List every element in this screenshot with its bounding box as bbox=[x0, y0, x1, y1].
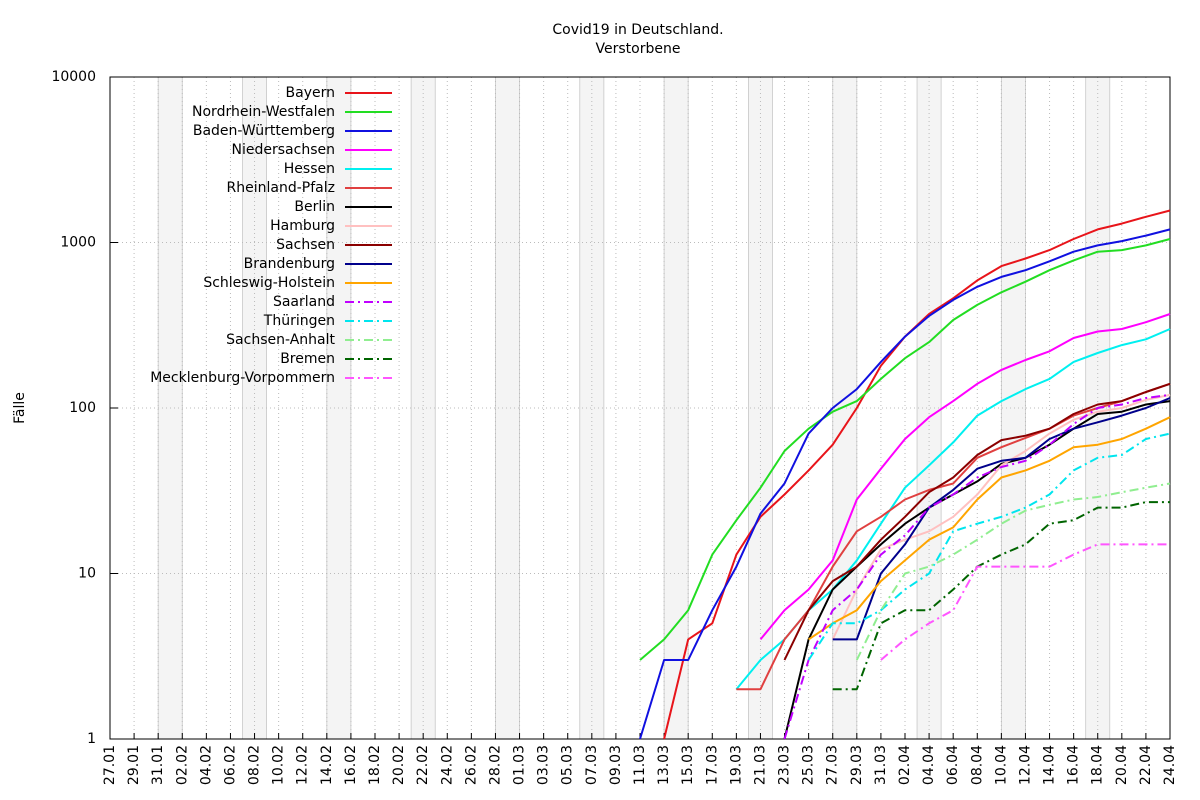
x-tick-label: 10.02 bbox=[271, 745, 287, 785]
x-tick-label: 03.03 bbox=[536, 745, 552, 785]
chart-title: Covid19 in Deutschland. bbox=[552, 22, 723, 38]
x-tick-label: 04.04 bbox=[921, 745, 937, 785]
x-tick-label: 08.02 bbox=[247, 745, 263, 785]
x-tick-label: 04.02 bbox=[198, 745, 214, 785]
series-line bbox=[639, 238, 1171, 661]
x-tick-label: 22.04 bbox=[1138, 745, 1154, 785]
x-tick-label: 13.03 bbox=[656, 745, 672, 785]
weekend-band bbox=[1000, 76, 1026, 740]
weekend-band bbox=[495, 76, 520, 740]
legend-label: Sachsen-Anhalt bbox=[226, 332, 335, 348]
x-tick-label: 17.03 bbox=[704, 745, 720, 785]
x-tick-label: 12.04 bbox=[1017, 745, 1033, 785]
x-tick-label: 29.01 bbox=[126, 745, 142, 785]
x-tick-label: 09.03 bbox=[608, 745, 624, 785]
weekend-band bbox=[579, 76, 605, 740]
y-tick-label: 10 bbox=[78, 566, 96, 582]
y-axis-label: Fälle bbox=[12, 392, 28, 424]
series-line bbox=[831, 393, 1171, 640]
series-line bbox=[783, 400, 1171, 740]
legend-label: Schleswig-Holstein bbox=[203, 275, 335, 291]
x-tick-label: 20.02 bbox=[391, 745, 407, 785]
series-line bbox=[807, 432, 1171, 661]
x-tick-label: 16.02 bbox=[343, 745, 359, 785]
x-tick-label: 31.03 bbox=[873, 745, 889, 785]
x-tick-label: 14.02 bbox=[319, 745, 335, 785]
y-tick-label: 100 bbox=[69, 400, 96, 416]
x-tick-label: 02.04 bbox=[897, 745, 913, 785]
legend-label: Hamburg bbox=[270, 218, 335, 234]
x-tick-label: 28.02 bbox=[487, 745, 503, 785]
legend-label: Bayern bbox=[286, 85, 335, 101]
weekend-band bbox=[748, 76, 773, 740]
legend-label: Mecklenburg-Vorpommern bbox=[150, 370, 335, 386]
legend-label: Saarland bbox=[273, 294, 335, 310]
legend-label: Nordrhein-Westfalen bbox=[192, 104, 335, 120]
x-tick-label: 16.04 bbox=[1066, 745, 1082, 785]
x-tick-label: 27.03 bbox=[825, 745, 841, 785]
series-line bbox=[783, 382, 1171, 661]
x-tick-label: 29.03 bbox=[849, 745, 865, 785]
series-line bbox=[783, 393, 1171, 740]
x-tick-label: 23.03 bbox=[777, 745, 793, 785]
legend-label: Rheinland-Pfalz bbox=[227, 180, 335, 196]
x-tick-label: 06.04 bbox=[945, 745, 961, 785]
x-tick-label: 18.04 bbox=[1090, 745, 1106, 785]
x-tick-label: 24.04 bbox=[1162, 745, 1178, 785]
x-tick-label: 21.03 bbox=[752, 745, 768, 785]
x-tick-label: 18.02 bbox=[367, 745, 383, 785]
series-line bbox=[808, 416, 1171, 641]
legend-label: Hessen bbox=[284, 161, 335, 177]
legend-label: Berlin bbox=[294, 199, 335, 215]
y-tick-label: 10000 bbox=[51, 69, 96, 85]
x-tick-label: 08.04 bbox=[969, 745, 985, 785]
legend-label: Niedersachsen bbox=[232, 142, 335, 158]
x-tick-label: 07.03 bbox=[584, 745, 600, 785]
x-tick-label: 05.03 bbox=[560, 745, 576, 785]
legend-label: Baden-Württemberg bbox=[193, 123, 335, 139]
weekend-band bbox=[410, 76, 436, 740]
x-tick-label: 20.04 bbox=[1114, 745, 1130, 785]
legend-label: Brandenburg bbox=[244, 256, 335, 272]
series-line bbox=[832, 501, 1170, 691]
x-tick-label: 12.02 bbox=[295, 745, 311, 785]
x-tick-label: 22.02 bbox=[415, 745, 431, 785]
weekend-band bbox=[916, 76, 942, 740]
y-tick-label: 1 bbox=[87, 731, 96, 747]
x-tick-label: 10.04 bbox=[993, 745, 1009, 785]
x-tick-label: 24.02 bbox=[439, 745, 455, 785]
legend-label: Sachsen bbox=[276, 237, 335, 253]
series-line bbox=[832, 397, 1171, 641]
y-tick-label: 1000 bbox=[60, 235, 96, 251]
x-tick-label: 02.02 bbox=[174, 745, 190, 785]
x-tick-label: 11.03 bbox=[632, 745, 648, 785]
x-tick-label: 06.02 bbox=[222, 745, 238, 785]
x-tick-label: 27.01 bbox=[102, 745, 118, 785]
series-line bbox=[855, 482, 1171, 661]
x-tick-label: 14.04 bbox=[1042, 745, 1058, 785]
legend-label: Thüringen bbox=[263, 313, 335, 329]
x-tick-label: 26.02 bbox=[463, 745, 479, 785]
x-tick-label: 25.03 bbox=[801, 745, 817, 785]
chart-subtitle: Verstorbene bbox=[596, 41, 681, 57]
series-line bbox=[639, 228, 1171, 740]
legend-label: Bremen bbox=[280, 351, 335, 367]
x-tick-label: 19.03 bbox=[728, 745, 744, 785]
x-tick-label: 15.03 bbox=[680, 745, 696, 785]
series-line bbox=[880, 543, 1170, 661]
x-tick-label: 31.01 bbox=[150, 745, 166, 785]
series-line bbox=[759, 313, 1171, 641]
weekend-band bbox=[663, 76, 689, 740]
x-tick-label: 01.03 bbox=[512, 745, 528, 785]
